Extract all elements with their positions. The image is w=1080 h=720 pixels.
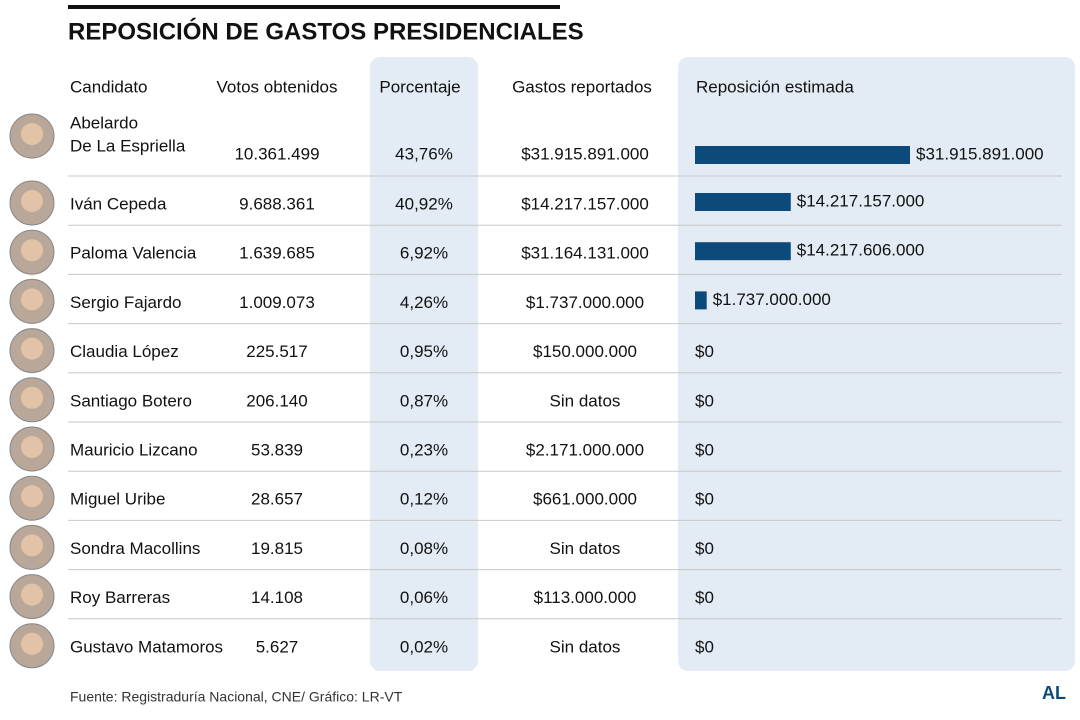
bar xyxy=(695,146,910,164)
candidate-name: Iván Cepeda xyxy=(70,194,167,213)
percentage: 0,06% xyxy=(400,588,448,607)
avatar-face xyxy=(21,190,43,212)
percentage: 0,23% xyxy=(400,440,448,459)
votes: 14.108 xyxy=(251,588,303,607)
column-header: Reposición estimada xyxy=(696,77,854,96)
votes: 5.627 xyxy=(256,637,299,656)
column-header: Candidato xyxy=(70,77,148,96)
reported-spend: $14.217.157.000 xyxy=(521,194,649,213)
bar xyxy=(695,291,707,310)
reported-spend: $1.737.000.000 xyxy=(526,293,644,312)
refund-label: $31.915.891.000 xyxy=(916,144,1044,163)
avatar-face xyxy=(21,436,43,458)
refund-label: $14.217.157.000 xyxy=(797,191,925,210)
candidate-name: Gustavo Matamoros xyxy=(70,637,223,656)
votes: 10.361.499 xyxy=(234,144,319,163)
title: REPOSICIÓN DE GASTOS PRESIDENCIALES xyxy=(68,17,584,45)
percentage: 43,76% xyxy=(395,144,453,163)
refund-label: $1.737.000.000 xyxy=(713,290,831,309)
candidate-name: Claudia López xyxy=(70,342,179,361)
reported-spend: Sin datos xyxy=(550,539,621,558)
candidate-name: Sondra Macollins xyxy=(70,539,200,558)
avatar-face xyxy=(21,583,43,606)
refund-label: $0 xyxy=(695,637,714,656)
reported-spend: $31.915.891.000 xyxy=(521,144,649,163)
candidate-name: Miguel Uribe xyxy=(70,490,165,509)
refund-label: $0 xyxy=(695,440,714,459)
column-shade xyxy=(370,57,478,671)
percentage: 6,92% xyxy=(400,244,448,263)
bar xyxy=(695,193,791,211)
reported-spend: $661.000.000 xyxy=(533,490,637,509)
percentage: 0,02% xyxy=(400,637,448,656)
candidate-name: Mauricio Lizcano xyxy=(70,440,198,459)
column-header: Porcentaje xyxy=(379,77,460,96)
percentage: 0,12% xyxy=(400,490,448,509)
refund-label: $0 xyxy=(695,391,714,410)
votes: 9.688.361 xyxy=(239,194,315,213)
bar xyxy=(695,242,791,261)
refund-label: $0 xyxy=(695,588,714,607)
votes: 206.140 xyxy=(246,391,307,410)
candidate-name: Roy Barreras xyxy=(70,588,170,607)
candidate-name: Santiago Botero xyxy=(70,391,192,410)
reported-spend: Sin datos xyxy=(550,391,621,410)
votes: 1.009.073 xyxy=(239,293,315,312)
source: Fuente: Registraduría Nacional, CNE/ Grá… xyxy=(70,689,403,705)
column-header: Votos obtenidos xyxy=(217,77,338,96)
avatar-face xyxy=(21,386,43,409)
logo: AL xyxy=(1042,683,1066,703)
refund-label: $0 xyxy=(695,342,714,361)
votes: 53.839 xyxy=(251,440,303,459)
avatar-face xyxy=(21,288,43,311)
percentage: 0,08% xyxy=(400,539,448,558)
candidate-name: De La Espriella xyxy=(70,136,186,155)
candidate-name: Paloma Valencia xyxy=(70,244,197,263)
percentage: 0,95% xyxy=(400,342,448,361)
votes: 225.517 xyxy=(246,342,307,361)
reported-spend: Sin datos xyxy=(550,637,621,656)
candidate-name: Sergio Fajardo xyxy=(70,293,182,312)
avatar-face xyxy=(21,632,43,655)
votes: 28.657 xyxy=(251,490,303,509)
avatar-face xyxy=(21,337,43,360)
avatar-face xyxy=(21,485,43,508)
reported-spend: $31.164.131.000 xyxy=(521,244,649,263)
percentage: 0,87% xyxy=(400,391,448,410)
column-header: Gastos reportados xyxy=(512,77,652,96)
reported-spend: $113.000.000 xyxy=(534,588,637,607)
avatar-face xyxy=(21,239,43,262)
votes: 1.639.685 xyxy=(239,244,315,263)
reported-spend: $2.171.000.000 xyxy=(526,440,644,459)
candidate-name: Abelardo xyxy=(70,113,138,132)
votes: 19.815 xyxy=(251,539,303,558)
percentage: 40,92% xyxy=(395,194,453,213)
reported-spend: $150.000.000 xyxy=(533,342,637,361)
avatar-face xyxy=(21,534,43,557)
percentage: 4,26% xyxy=(400,293,448,312)
avatar-face xyxy=(21,123,43,145)
refund-label: $0 xyxy=(695,490,714,509)
title-rule xyxy=(68,5,560,9)
refund-label: $0 xyxy=(695,539,714,558)
refund-label: $14.217.606.000 xyxy=(797,241,925,260)
